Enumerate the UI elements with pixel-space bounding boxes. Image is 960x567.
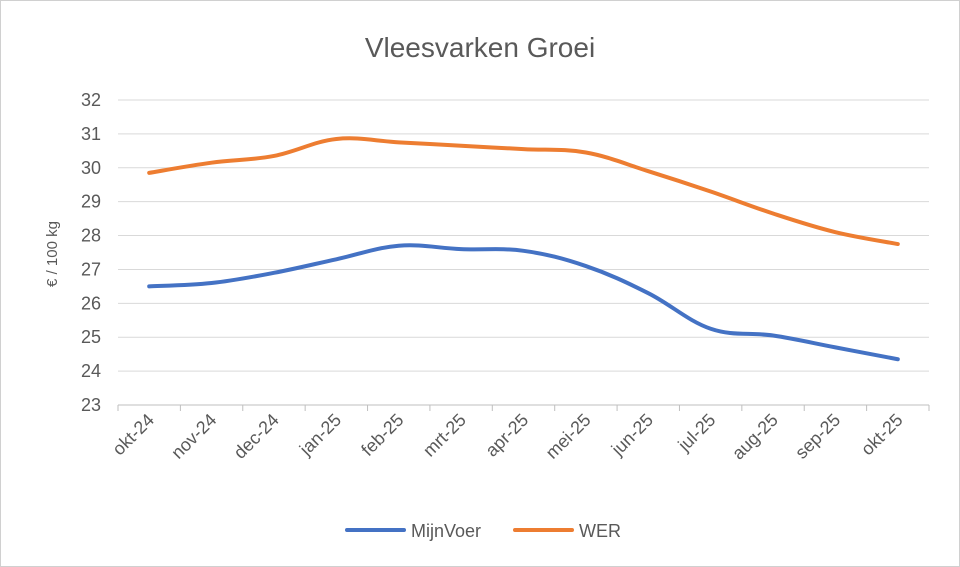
y-tick-label: 24 — [81, 361, 101, 381]
x-tick-label: mei-25 — [542, 410, 595, 463]
gridlines — [118, 99, 929, 372]
x-tick-label: okt-25 — [857, 410, 907, 460]
y-tick-label: 23 — [81, 395, 101, 415]
x-tick-label: apr-25 — [481, 410, 532, 461]
series-line-wer — [147, 136, 900, 247]
y-tick-label: 27 — [81, 259, 101, 279]
y-axis-ticks: 23 24 25 26 27 28 29 30 31 32 — [81, 90, 101, 415]
series-lines — [147, 136, 900, 362]
x-tick-label: nov-24 — [167, 410, 220, 463]
x-tick-label: jul-25 — [673, 410, 719, 456]
x-axis-ticks: okt-24 nov-24 dec-24 jan-25 feb-25 mrt-25 apr-… — [109, 410, 907, 464]
y-tick-label: 30 — [81, 158, 101, 178]
chart-title: Vleesvarken Groei — [365, 32, 595, 63]
x-tick-label: dec-24 — [230, 410, 283, 463]
x-tick-label: okt-24 — [109, 410, 159, 460]
y-axis-title: € / 100 kg — [44, 221, 61, 287]
legend: MijnVoer WER — [345, 521, 621, 541]
legend-label-wer: WER — [579, 521, 621, 541]
y-tick-label: 31 — [81, 124, 101, 144]
y-tick-label: 32 — [81, 90, 101, 110]
x-tick-label: jun-25 — [607, 410, 657, 460]
x-tick-label: aug-25 — [728, 410, 782, 464]
x-tick-label: mrt-25 — [419, 410, 470, 461]
y-tick-label: 25 — [81, 327, 101, 347]
legend-label-mijnvoer: MijnVoer — [411, 521, 481, 541]
series-line-mijnvoer — [147, 243, 900, 362]
y-tick-label: 26 — [81, 293, 101, 313]
y-tick-label: 29 — [81, 192, 101, 212]
y-tick-label: 28 — [81, 226, 101, 246]
x-tick-label: jan-25 — [295, 410, 345, 460]
x-axis — [117, 404, 930, 411]
x-tick-label: sep-25 — [791, 410, 844, 463]
x-tick-label: feb-25 — [357, 410, 407, 460]
